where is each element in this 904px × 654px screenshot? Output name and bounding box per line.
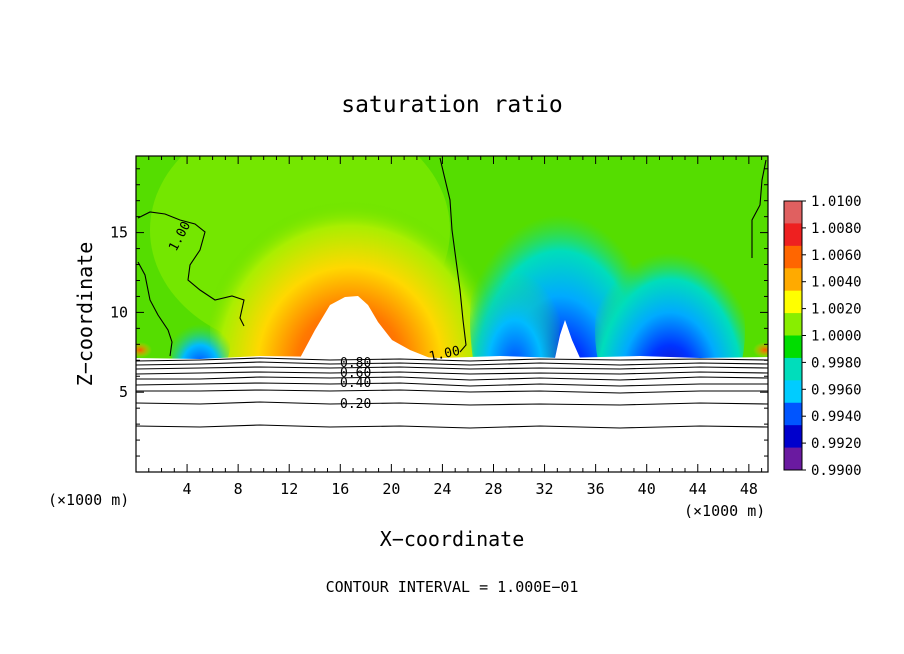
contour-label-0-20: 0.20	[340, 397, 371, 412]
field-edge-right	[753, 342, 768, 358]
contour-label-0-60: 0.60	[340, 366, 371, 381]
x-tick-label: 40	[638, 480, 656, 498]
contour-line-1-00-left	[137, 211, 245, 327]
x-tick-label: 36	[587, 480, 605, 498]
x-tick-label: 4	[183, 480, 192, 498]
y-axis: 5 10 15	[110, 168, 768, 457]
y-tick-label: 10	[110, 303, 128, 321]
x-tick-label: 48	[740, 480, 758, 498]
x-unit-label-left: (×1000 m)	[48, 491, 129, 509]
plot-frame	[135, 155, 769, 473]
colorbar-swatch	[784, 402, 802, 426]
chart-title: saturation ratio	[341, 92, 563, 118]
field-edge-left	[136, 342, 152, 358]
colorbar-label: 0.9940	[811, 409, 862, 425]
plot-area: 1.00 1.00 0.80 0.60 0.40 0.20	[136, 156, 768, 472]
lower-layer	[136, 356, 768, 472]
colorbar-swatch	[784, 313, 802, 336]
contour-line-1-00-center	[439, 157, 467, 353]
colorbar-swatch	[784, 223, 802, 247]
colorbar-swatch	[784, 447, 802, 471]
colorbar-label: 1.0040	[811, 275, 862, 291]
x-tick-label: 20	[382, 480, 400, 498]
colorbar-label: 1.0000	[811, 329, 862, 345]
contour-line-0-10	[136, 424, 768, 429]
colorbar-label: 0.9900	[811, 463, 862, 479]
contour-line-0-20	[136, 401, 768, 406]
contour-line-0-40	[136, 382, 768, 387]
y-tick-label: 15	[110, 224, 128, 242]
colorbar: 1.0100 1.0080 1.0060 1.0040 1.0020 1.0000 0.99…	[783, 194, 862, 479]
x-tick-label: 12	[280, 480, 298, 498]
colorbar-label: 0.9960	[811, 382, 862, 398]
contour-line-0-60	[136, 371, 768, 375]
contour-line-0-50	[136, 376, 768, 381]
colorbar-label: 1.0080	[811, 221, 862, 237]
colorbar-swatch	[784, 380, 802, 404]
x-tick-label: 16	[331, 480, 349, 498]
x-tick-label: 32	[536, 480, 554, 498]
contour-line-1-00-right	[751, 159, 767, 258]
masked-region-peak	[555, 320, 580, 358]
colorbar-label: 0.9920	[811, 436, 862, 452]
contour-label-1-00-center: 1.00	[428, 344, 462, 365]
x-tick-label: 28	[484, 480, 502, 498]
colorbar-swatch	[784, 290, 802, 314]
colorbar-swatch	[784, 268, 802, 292]
x-tick-label: 24	[433, 480, 451, 498]
colorbar-swatch	[784, 201, 802, 224]
x-axis: 4 8 12 16 20 24 28 32 36 40 44 48	[148, 156, 763, 498]
contour-label-0-40: 0.40	[340, 376, 371, 391]
y-axis-title: Z−coordinate	[73, 242, 97, 387]
contour-line-0-30	[136, 389, 768, 394]
contour-line-1-00-left-lower	[137, 261, 173, 357]
masked-region-dome	[300, 296, 430, 358]
x-unit-label-right: (×1000 m)	[684, 502, 765, 520]
contour-line-0-70	[136, 366, 768, 370]
colorbar-label: 1.0100	[811, 194, 862, 210]
contour-interval-footer: CONTOUR INTERVAL = 1.000E−01	[326, 578, 579, 596]
x-tick-label: 8	[234, 480, 243, 498]
contour-lines	[136, 157, 768, 429]
colorbar-swatch	[784, 425, 802, 449]
colorbar-swatch	[784, 335, 802, 359]
contour-line-0-80	[136, 361, 768, 366]
colorbar-swatch	[784, 357, 802, 381]
colorbar-swatch	[784, 245, 802, 269]
y-tick-label: 5	[119, 383, 128, 401]
colorbar-label: 0.9980	[811, 355, 862, 371]
x-tick-label: 44	[689, 480, 707, 498]
colorbar-label: 1.0020	[811, 302, 862, 318]
contour-line-0-90	[136, 357, 768, 362]
contour-label-0-80: 0.80	[340, 356, 371, 371]
colorbar-label: 1.0060	[811, 248, 862, 264]
x-axis-title: X−coordinate	[380, 527, 525, 551]
